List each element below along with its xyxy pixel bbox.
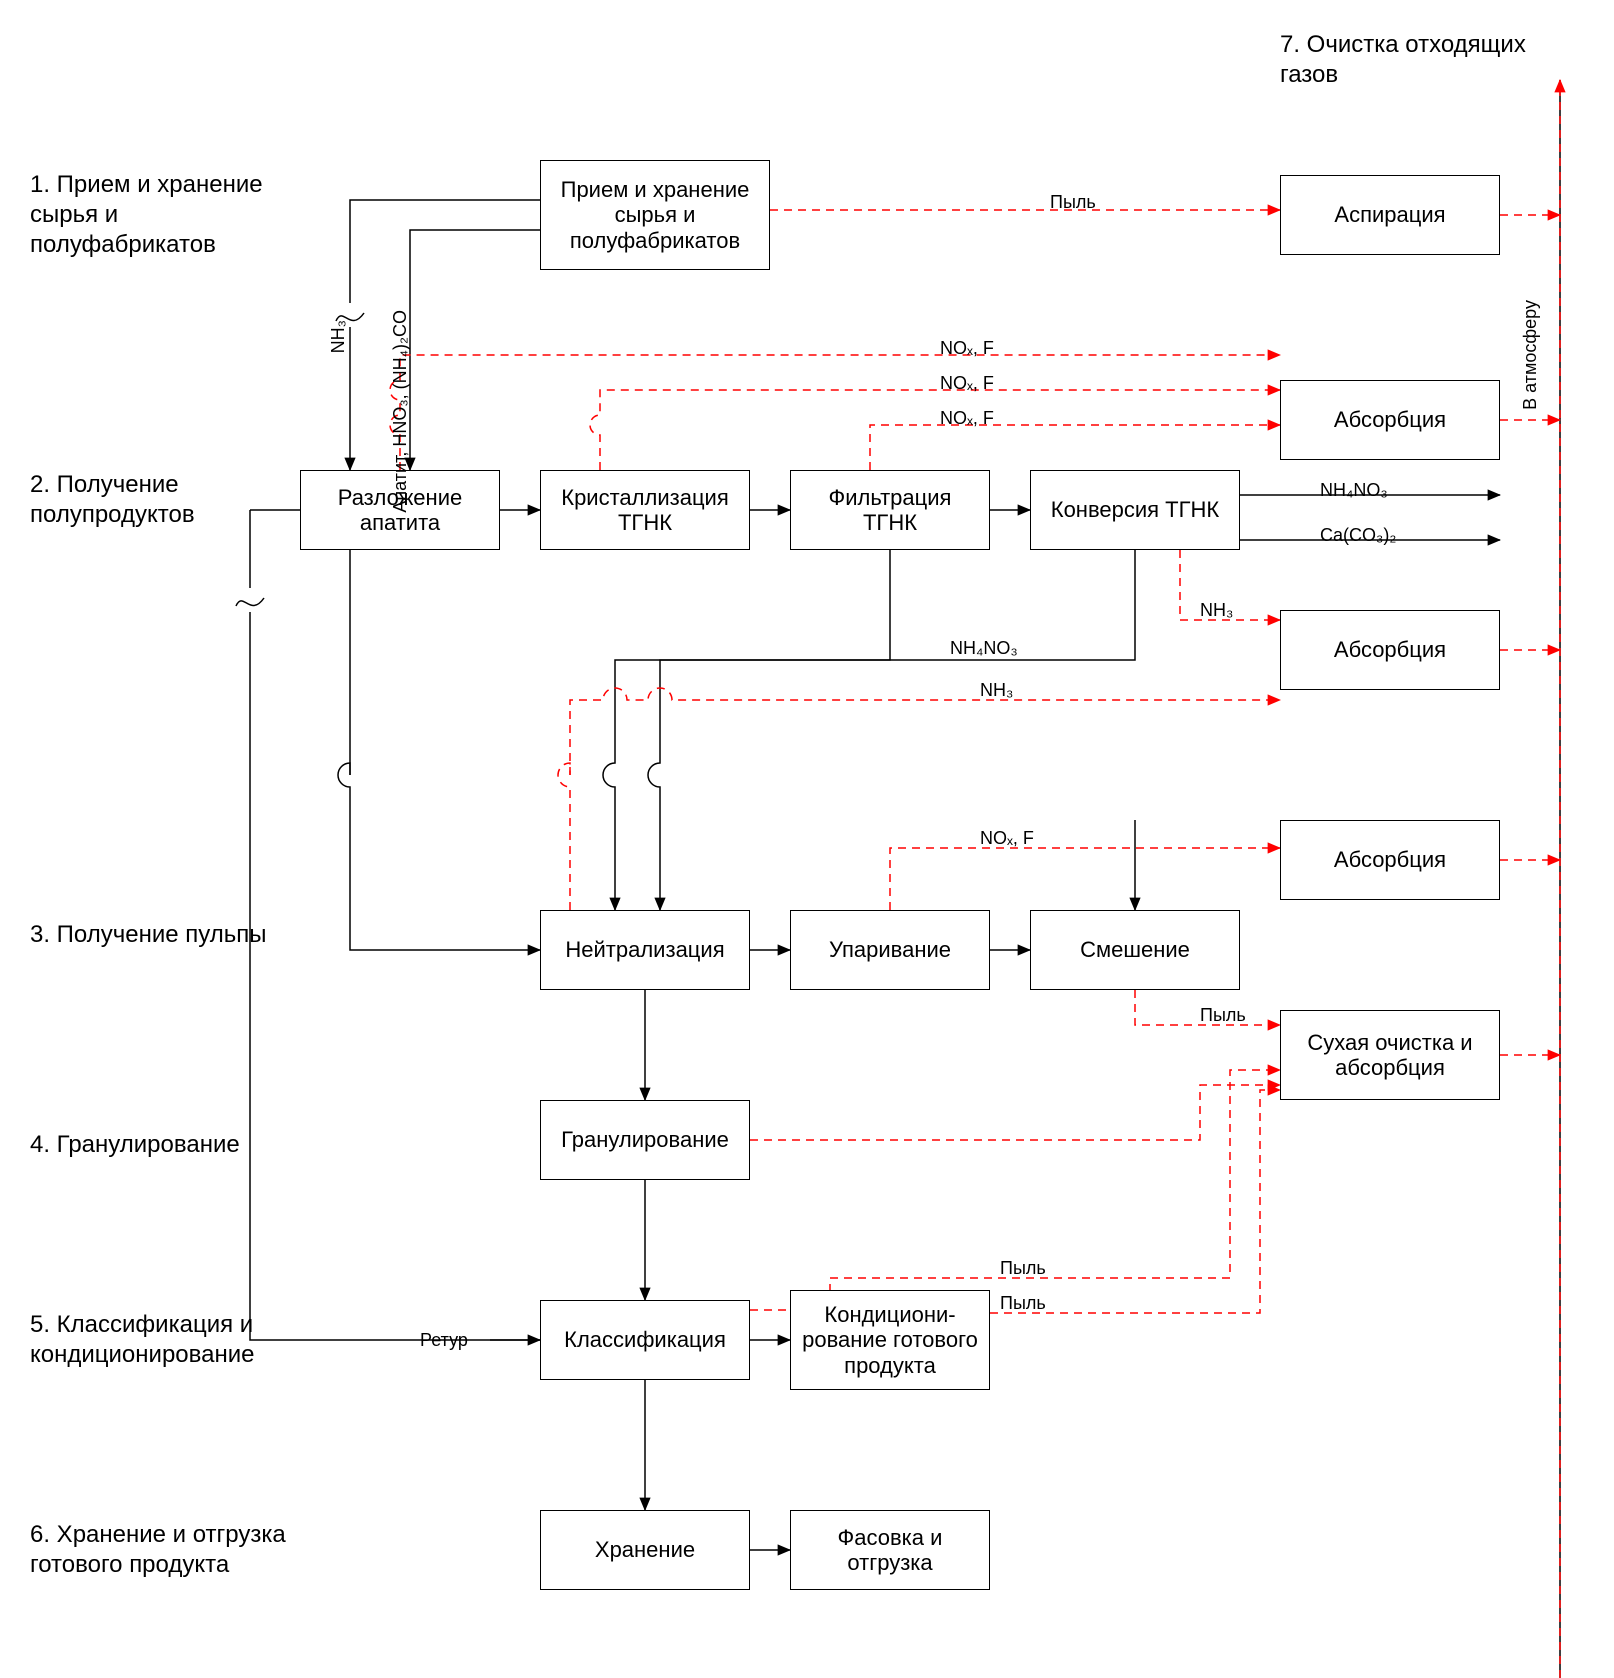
- edge-label-atm_v: В атмосферу: [1520, 300, 1541, 410]
- edge-label-apatit_v: Апатит, HNO₃, (NH₄)₂CO: [390, 310, 411, 513]
- edge-label-retur: Ретур: [420, 1330, 468, 1351]
- edge-label-nh3a: NH₃: [1200, 600, 1233, 621]
- edge-label-nh3_v: NH₃: [328, 320, 349, 353]
- edge-label-dust1: Пыль: [1050, 192, 1096, 213]
- edge-label-dust2: Пыль: [1200, 1005, 1246, 1026]
- section-s5: 5. Классификация и кондиционирование: [30, 1310, 290, 1370]
- edge-label-nh3b: NH₃: [980, 680, 1013, 701]
- section-s4: 4. Гранулирование: [30, 1130, 290, 1160]
- edge-label-dust4: Пыль: [1000, 1293, 1046, 1314]
- section-s6: 6. Хранение и отгрузка готового продукта: [30, 1520, 290, 1580]
- flowchart-canvas: Прием и хранение сырья и полуфабрикатовА…: [0, 0, 1614, 1678]
- edge-label-nh4no3a: NH₄NO₃: [1320, 480, 1388, 501]
- break-mark-bg: [234, 588, 266, 612]
- edge-label-noxf2: NOₓ, F: [940, 373, 994, 394]
- edge-label-dust3: Пыль: [1000, 1258, 1046, 1279]
- edge-label-noxf4: NOₓ, F: [980, 828, 1034, 849]
- edge-label-noxf3: NOₓ, F: [940, 408, 994, 429]
- section-s1: 1. Прием и хранение сырья и полуфабрикат…: [30, 170, 290, 260]
- section-s3: 3. Получение пульпы: [30, 920, 290, 950]
- section-s7: 7. Очистка отходящих газов: [1280, 30, 1580, 90]
- edge-label-nh4no3b: NH₄NO₃: [950, 638, 1018, 659]
- edge-label-noxf1: NOₓ, F: [940, 338, 994, 359]
- edge-label-caco3: Ca(CO₃)₂: [1320, 525, 1396, 546]
- section-s2: 2. Получение полупродуктов: [30, 470, 290, 530]
